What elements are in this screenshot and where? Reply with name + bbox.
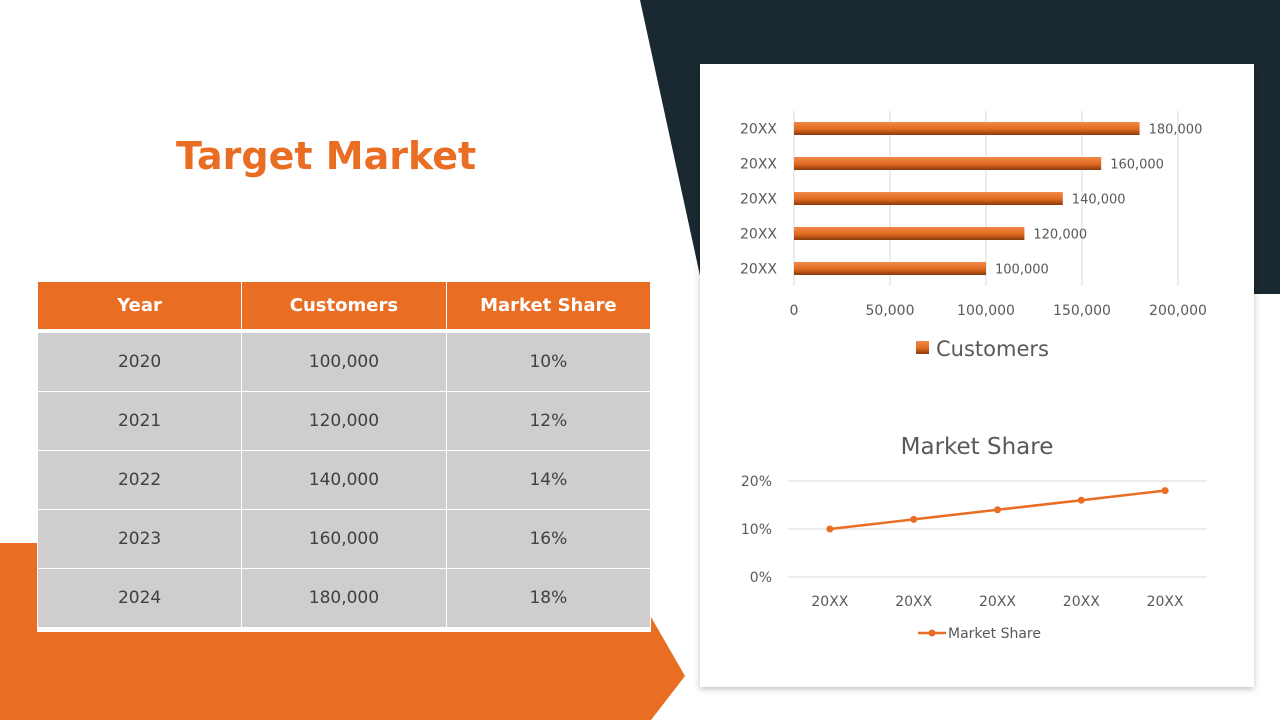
customers-bar xyxy=(794,192,1063,205)
table-row: 2020 100,000 10% xyxy=(36,330,652,392)
line-category-label: 20XX xyxy=(1063,594,1100,610)
line-category-label: 20XX xyxy=(895,594,932,610)
market-share-point xyxy=(1077,496,1085,504)
bar-category-label: 20XX xyxy=(740,122,777,138)
bar-data-label: 120,000 xyxy=(1033,228,1087,243)
bar-category-label: 20XX xyxy=(740,157,777,173)
customers-legend-label: Customers xyxy=(936,337,1049,361)
customers-bar xyxy=(794,227,1025,240)
header-market-share: Market Share xyxy=(445,281,652,332)
market-share-point xyxy=(826,525,834,533)
table-row: 2022 140,000 14% xyxy=(36,450,652,510)
cell-market-share: 16% xyxy=(445,509,652,569)
cell-market-share: 10% xyxy=(445,330,652,392)
market-share-point xyxy=(994,506,1001,514)
charts-svg: 0 50,000 100,000 150,000 200,000 20XX 100,000 2… xyxy=(740,111,1207,642)
line-category-label: 20XX xyxy=(979,594,1016,610)
line-y-tick-label: 10% xyxy=(741,522,772,538)
cell-market-share: 14% xyxy=(445,450,652,510)
bar-data-label: 100,000 xyxy=(995,263,1049,278)
chart-card: 0 50,000 100,000 150,000 200,000 20XX 100,000 2… xyxy=(700,64,1254,687)
bar-x-tick-label: 200,000 xyxy=(1149,303,1207,319)
cell-customers: 180,000 xyxy=(241,568,447,628)
bar-data-label: 160,000 xyxy=(1110,158,1164,173)
header-year: Year xyxy=(36,281,243,332)
cell-market-share: 12% xyxy=(445,391,652,451)
cell-customers: 100,000 xyxy=(241,330,447,392)
header-customers: Customers xyxy=(241,281,447,332)
table-row: 2024 180,000 18% xyxy=(36,568,652,628)
table-row: 2021 120,000 12% xyxy=(36,391,652,451)
customers-bar xyxy=(794,157,1102,170)
customers-bar xyxy=(794,122,1140,135)
cell-year: 2023 xyxy=(36,509,243,569)
target-market-table: Year Customers Market Share 2020 100,000… xyxy=(36,281,652,628)
table-row: 2023 160,000 16% xyxy=(36,509,652,569)
bar-x-tick-label: 0 xyxy=(790,303,799,319)
cell-customers: 120,000 xyxy=(241,391,447,451)
bar-category-label: 20XX xyxy=(740,262,777,278)
cell-year: 2022 xyxy=(36,450,243,510)
bar-data-label: 180,000 xyxy=(1149,123,1203,138)
bar-category-label: 20XX xyxy=(740,227,777,243)
cell-year: 2020 xyxy=(36,330,243,392)
bar-x-tick-label: 50,000 xyxy=(866,303,915,319)
line-y-tick-label: 20% xyxy=(741,474,772,490)
cell-customers: 160,000 xyxy=(241,509,447,569)
cell-customers: 140,000 xyxy=(241,450,447,510)
line-chart-title: Market Share xyxy=(901,434,1054,460)
bar-x-tick-label: 150,000 xyxy=(1053,303,1111,319)
customers-legend-swatch xyxy=(916,341,929,354)
market-share-legend-marker xyxy=(928,629,936,637)
line-category-label: 20XX xyxy=(811,594,848,610)
customers-bar xyxy=(794,262,986,275)
cell-year: 2024 xyxy=(36,568,243,628)
cell-market-share: 18% xyxy=(445,568,652,628)
bar-data-label: 140,000 xyxy=(1072,193,1126,208)
line-y-tick-label: 0% xyxy=(750,570,772,586)
market-share-point xyxy=(910,515,918,523)
bar-x-tick-label: 100,000 xyxy=(957,303,1015,319)
market-share-point xyxy=(1161,487,1169,495)
orange-arrow-shape xyxy=(0,543,685,720)
market-share-legend-label: Market Share xyxy=(948,626,1041,642)
page-title: Target Market xyxy=(176,134,477,178)
bar-category-label: 20XX xyxy=(740,192,777,208)
table-header-row: Year Customers Market Share xyxy=(36,281,652,332)
cell-year: 2021 xyxy=(36,391,243,451)
line-category-label: 20XX xyxy=(1147,594,1184,610)
